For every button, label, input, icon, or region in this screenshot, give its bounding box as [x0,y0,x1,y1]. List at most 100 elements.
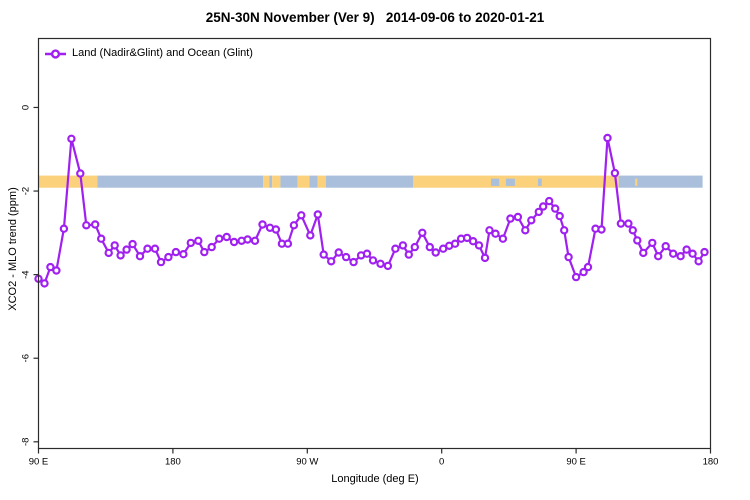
plot-border [37,37,712,450]
x-tick-label: 90 E [566,457,586,468]
data-point-marker [700,247,709,257]
y-tick-label: -2 [21,187,32,195]
data-point-marker [676,252,685,261]
data-point-marker [661,241,670,251]
y-tick-label: -6 [21,354,32,362]
data-point-marker [368,256,378,265]
ocean-band-speck [490,178,500,186]
data-point-marker [327,257,336,266]
data-point-marker [135,252,145,261]
data-point-marker [110,241,119,250]
ocean-band-segment [269,175,273,188]
x-tick-label: 0 [439,457,444,468]
data-point-marker [485,226,494,235]
data-point-marker [450,239,460,248]
data-point-marker [200,247,209,257]
data-point-marker [391,244,400,253]
ocean-band-speck [505,178,515,186]
data-point-marker [258,220,267,229]
data-point-marker [555,211,564,221]
data-point-marker [560,226,569,235]
data-point-marker [648,238,657,248]
land-band-segment [317,175,326,188]
data-point-marker [669,249,678,258]
data-point-marker [297,211,306,220]
data-point-marker [271,225,281,234]
data-point-marker [313,210,322,219]
legend-marker-sample [50,49,61,59]
data-point-marker [128,239,137,249]
data-point-marker [283,239,293,248]
data-point-marker [349,257,358,267]
ocean-band-segment [309,175,318,188]
data-point-marker [688,249,697,258]
y-tick-label: -8 [21,438,32,446]
data-point-marker [633,236,642,245]
data-point-marker [491,229,500,238]
x-tick-label: 90 W [296,457,318,468]
data-point-marker [498,234,508,243]
data-point-marker [521,226,530,235]
data-point-marker [682,245,691,254]
data-point-marker [410,242,419,252]
data-point-marker [362,249,372,258]
ocean-band-segment [325,175,414,188]
data-point-marker [513,212,523,222]
land-ocean-band [38,175,703,188]
ocean-band-segment [280,175,298,188]
data-point-marker [90,220,100,229]
data-point-marker [474,241,484,250]
data-point-marker [383,261,393,271]
data-point-marker [571,272,581,282]
data-point-marker [143,244,152,253]
data-point-marker [376,259,385,268]
data-point-marker [150,244,160,253]
data-point-marker [67,134,76,143]
data-point-marker [398,241,408,250]
data-point-marker [40,279,49,288]
data-point-marker [597,225,606,234]
data-point-marker [404,250,413,259]
data-point-marker [551,204,560,213]
data-point-marker [96,234,106,243]
data-point-marker [539,202,548,211]
land-band-segment [413,175,619,188]
data-point-marker [579,267,588,277]
data-point-marker [82,221,91,230]
x-axis-label: Longitude (deg E) [331,473,419,485]
data-point-marker [306,231,315,240]
data-point-marker [431,248,440,257]
y-axis: 0 -2 -4 -6 -8 [21,105,39,446]
y-axis-label: XCO2 - MLO trend (ppm) [7,187,19,311]
ocean-band-segment [97,175,264,188]
land-band-segment [297,175,310,188]
data-point-marker [207,242,216,252]
data-point-marker [76,169,85,178]
legend-key [45,49,66,59]
x-tick-label: 180 [703,457,719,468]
x-tick-label: 180 [165,457,181,468]
data-point-marker [164,252,173,262]
data-point-marker [319,250,328,259]
data-point-marker [222,232,231,242]
data-point-marker [610,168,620,178]
data-point-marker [250,236,260,245]
data-point-marker [194,236,203,245]
data-point-marker [418,228,427,237]
chart-title: 25N-30N November (Ver 9) 2014-09-06 to 2… [205,10,545,25]
data-point-marker [122,245,131,254]
data-point-marker [52,266,61,275]
data-point-marker [341,252,351,262]
data-point-marker [534,207,544,217]
data-point-marker [564,252,573,262]
data-point-marker [243,235,252,244]
data-point-marker [116,251,125,260]
data-point-marker [425,242,434,252]
data-point-marker [468,236,478,246]
data-point-marker [624,219,633,228]
data-point-marker [156,257,166,267]
data-point-marker [654,252,663,261]
data-point-marker [229,237,239,247]
data-point-marker [179,249,188,259]
